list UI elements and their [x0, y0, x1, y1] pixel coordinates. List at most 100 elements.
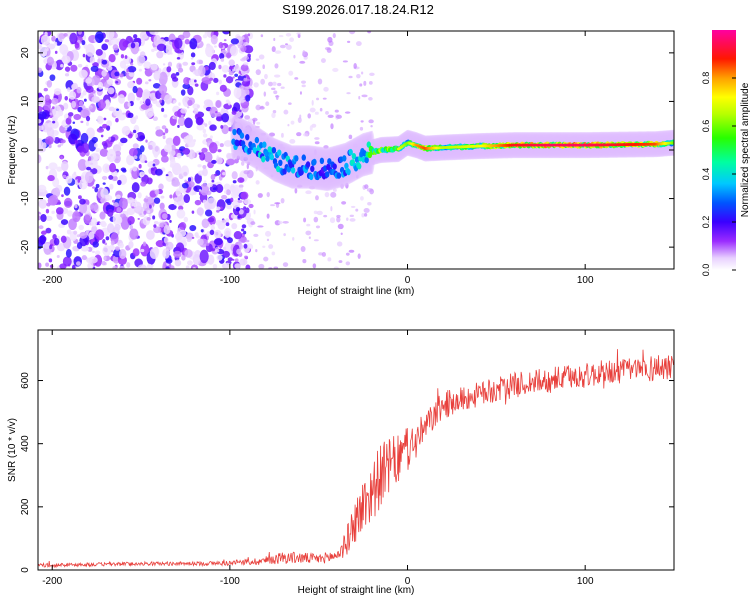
noise-blob — [116, 206, 122, 213]
noise-blob — [40, 214, 47, 222]
noise-blob — [349, 218, 356, 222]
noise-blob — [92, 186, 96, 189]
noise-blob — [60, 219, 69, 225]
noise-blob — [232, 258, 235, 261]
ridge-segment — [232, 128, 237, 136]
noise-blob — [95, 229, 105, 241]
noise-blob — [237, 197, 241, 201]
noise-blob — [45, 227, 52, 234]
noise-blob — [327, 257, 332, 262]
noise-blob — [285, 32, 292, 37]
ridge-segment — [294, 155, 299, 162]
noise-blob — [368, 96, 373, 101]
noise-blob — [219, 52, 225, 60]
noise-blob — [225, 222, 230, 227]
noise-blob — [191, 62, 196, 66]
noise-blob — [355, 208, 359, 212]
noise-blob — [363, 80, 367, 86]
noise-blob — [132, 129, 137, 134]
noise-blob — [196, 124, 205, 131]
noise-blob — [100, 188, 109, 199]
noise-blob — [280, 86, 285, 89]
noise-blob — [360, 120, 364, 123]
noise-blob — [262, 245, 266, 248]
ridge-segment — [235, 139, 240, 147]
x-tick-label: -100 — [220, 576, 240, 587]
noise-blob — [149, 204, 152, 209]
noise-blob — [155, 129, 164, 137]
noise-blob — [204, 123, 208, 127]
noise-blob — [38, 140, 44, 149]
noise-blob — [199, 183, 210, 196]
noise-blob — [38, 67, 43, 73]
colorbar-tick-label: 0.6 — [701, 120, 711, 133]
noise-blob — [101, 69, 107, 77]
noise-blob — [338, 260, 343, 264]
noise-blob — [132, 166, 138, 172]
noise-blob — [235, 206, 241, 212]
noise-blob — [202, 34, 208, 39]
snr-y-ticks: 0 200 400 600 — [20, 372, 674, 573]
noise-blob — [102, 182, 106, 185]
noise-blob — [257, 225, 264, 228]
noise-blob — [51, 35, 56, 42]
noise-blob — [237, 44, 243, 49]
noise-blob — [71, 100, 77, 109]
noise-blob — [47, 121, 56, 129]
noise-blob — [86, 127, 95, 139]
noise-blob — [135, 87, 144, 98]
noise-blob — [131, 182, 140, 193]
noise-blob — [202, 164, 207, 169]
noise-blob — [85, 43, 95, 57]
noise-blob — [152, 215, 156, 220]
noise-blob — [359, 126, 364, 131]
noise-blob — [135, 37, 142, 44]
noise-blob — [38, 105, 43, 113]
ridge-segment — [319, 157, 325, 165]
noise-blob — [358, 95, 361, 100]
noise-blob — [282, 262, 289, 267]
noise-blob — [65, 117, 72, 125]
noise-blob — [52, 106, 55, 110]
noise-blob — [255, 58, 260, 61]
noise-blob — [49, 74, 56, 82]
noise-blob — [245, 264, 251, 269]
noise-blob — [154, 189, 160, 195]
noise-blob — [80, 120, 84, 124]
noise-blob — [108, 175, 114, 180]
noise-blob — [189, 224, 197, 232]
noise-blob — [313, 216, 319, 223]
noise-blob — [241, 224, 247, 229]
noise-blob — [283, 233, 286, 237]
noise-blob — [56, 255, 60, 259]
noise-blob — [40, 34, 51, 46]
noise-blob — [325, 111, 329, 115]
noise-blob — [143, 210, 147, 215]
noise-blob — [314, 137, 320, 140]
noise-blob — [150, 63, 158, 71]
colorbar: 0.0 0.2 0.4 0.6 0.8 Normalized spectral ampl… — [701, 30, 750, 276]
noise-blob — [302, 50, 306, 56]
noise-blob — [321, 251, 326, 257]
ridge-segment — [254, 136, 260, 144]
noise-blob — [257, 193, 263, 198]
noise-blob — [202, 199, 207, 204]
noise-blob — [326, 47, 332, 53]
noise-blob — [92, 179, 96, 182]
noise-blob — [99, 148, 109, 157]
noise-blob — [203, 99, 213, 107]
noise-blob — [87, 262, 94, 269]
noise-blob — [288, 70, 294, 76]
noise-blob — [107, 65, 113, 71]
noise-blob — [73, 171, 77, 175]
noise-blob — [350, 205, 356, 208]
noise-blob — [40, 230, 47, 235]
noise-blob — [59, 44, 69, 55]
noise-blob — [327, 114, 334, 119]
noise-blob — [314, 111, 319, 115]
colorbar-label: Normalized spectral amplitude — [740, 82, 750, 217]
noise-blob — [153, 226, 162, 234]
noise-blob — [105, 99, 110, 106]
noise-blob — [81, 142, 90, 154]
